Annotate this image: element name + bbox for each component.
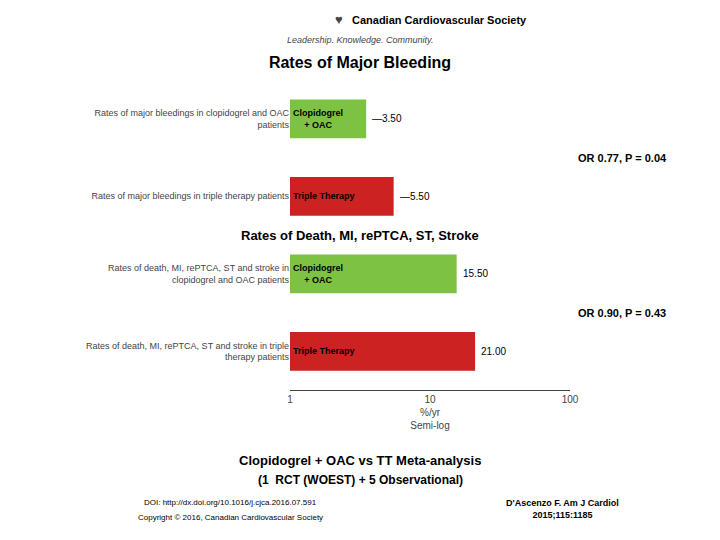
svg-text:—5.50: —5.50 [400, 191, 430, 202]
svg-text:Rates of Major Bleeding: Rates of Major Bleeding [269, 54, 451, 71]
svg-text:Triple Therapy: Triple Therapy [293, 191, 355, 201]
svg-text:Rates of Death, MI, rePTCA, ST: Rates of Death, MI, rePTCA, ST, Stroke [241, 228, 479, 243]
svg-text:10: 10 [424, 394, 436, 405]
svg-text:21.00: 21.00 [481, 346, 506, 357]
svg-text:Rates of death, MI, rePTCA, ST: Rates of death, MI, rePTCA, ST and strok… [86, 341, 289, 363]
svg-text:%/yrSemi-log: %/yrSemi-log [410, 407, 449, 431]
svg-text:D'Ascenzo F. Am J Cardiol2015;: D'Ascenzo F. Am J Cardiol2015;115:1185 [506, 498, 619, 520]
svg-text:100: 100 [562, 394, 579, 405]
svg-text:Leadership. Knowledge. Communi: Leadership. Knowledge. Community. [287, 35, 433, 45]
svg-text:Clopidogrel + OAC vs TT Meta-a: Clopidogrel + OAC vs TT Meta-analysis [239, 453, 481, 468]
svg-text:Rates of major bleedings in tr: Rates of major bleedings in triple thera… [91, 191, 289, 201]
svg-text:Clopidogrel+ OAC: Clopidogrel+ OAC [293, 263, 343, 285]
svg-text:Clopidogrel+ OAC: Clopidogrel+ OAC [293, 108, 343, 130]
svg-text:Rates of major bleedings in cl: Rates of major bleedings in clopidogrel … [94, 108, 289, 130]
svg-text:1: 1 [287, 394, 293, 405]
svg-text:(1 RCT (WOEST) + 5 Observatio: (1 RCT (WOEST) + 5 Observational) [258, 473, 463, 487]
svg-text:—3.50: —3.50 [372, 113, 402, 124]
svg-text:Triple Therapy: Triple Therapy [293, 346, 355, 356]
svg-text:Rates of death, MI, rePTCA, ST: Rates of death, MI, rePTCA, ST and strok… [108, 263, 289, 285]
svg-text:15.50: 15.50 [463, 268, 488, 279]
svg-text:Canadian Cardiovascular Societ: Canadian Cardiovascular Society [352, 14, 527, 26]
svg-text:DOI: http://dx.doi.org/10.1016: DOI: http://dx.doi.org/10.1016/j.cjca.20… [144, 498, 317, 507]
svg-text:♥: ♥ [335, 12, 343, 27]
svg-text:Copyright © 2016, Canadian Car: Copyright © 2016, Canadian Cardiovascula… [138, 513, 323, 522]
svg-text:OR 0.90, P = 0.43: OR 0.90, P = 0.43 [578, 307, 666, 319]
svg-text:OR 0.77, P = 0.04: OR 0.77, P = 0.04 [578, 152, 667, 164]
